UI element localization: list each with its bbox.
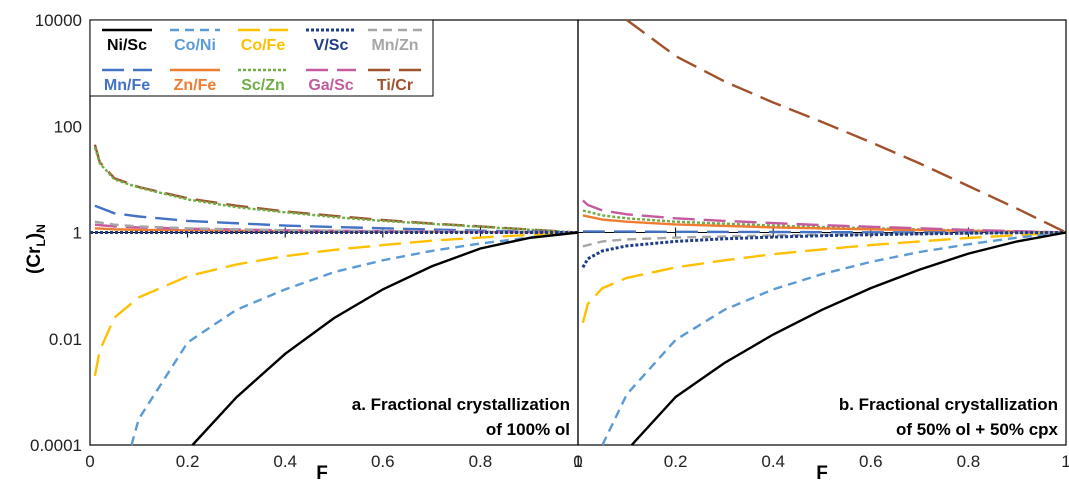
legend-label-sc-zn: Sc/Zn <box>241 77 285 94</box>
x-tick-label: 1 <box>573 452 582 471</box>
y-axis-label-sub2: N <box>34 224 48 233</box>
legend-label-mn-zn: Mn/Zn <box>371 37 418 54</box>
legend-label-zn-fe: Zn/Fe <box>174 77 217 94</box>
series-line-a-co-fe <box>93 231 579 377</box>
x-tick-label: 0.2 <box>664 452 688 471</box>
x-tick-label: 1 <box>1061 452 1069 471</box>
y-tick-label: 1 <box>73 224 82 243</box>
series-line-a-mn-fe <box>94 204 579 234</box>
series-layer <box>90 19 1067 446</box>
series-line-b-v-sc <box>581 231 1067 269</box>
panel-a-label-line1: a. Fractional crystallization <box>352 395 570 414</box>
legend-label-v-sc: V/Sc <box>314 37 349 54</box>
y-tick-label: 100 <box>54 117 82 136</box>
y-axis-label: (CrL)N <box>24 224 48 274</box>
legend-label-ni-sc: Ni/Sc <box>107 37 147 54</box>
x-tick-label: 0.2 <box>176 452 200 471</box>
y-axis: 0.0001 0.01 1 100 10000 <box>30 11 82 455</box>
series-line-b-ga-sc <box>582 199 1067 234</box>
panel-b-label-line1: b. Fractional crystallization <box>839 395 1058 414</box>
panel-b-label-line2: of 50% ol + 50% cpx <box>896 420 1059 439</box>
x-tick-label: 0.4 <box>761 452 785 471</box>
x-tick-label: 0.6 <box>371 452 395 471</box>
series-line-b-mn-fe <box>582 230 1066 234</box>
panel-labels: a. Fractional crystallization of 100% ol… <box>352 395 1059 439</box>
series-line-b-mn-zn <box>582 231 1067 248</box>
series-line-b-ti-cr <box>626 19 1067 234</box>
legend-label-mn-fe: Mn/Fe <box>104 77 150 94</box>
x-tick-label: 0.8 <box>957 452 981 471</box>
y-tick-label: 0.01 <box>49 330 82 349</box>
x-tick-label: 0.8 <box>469 452 493 471</box>
legend-label-ga-sc: Ga/Sc <box>308 77 353 94</box>
legend-label-ti-cr: Ti/Cr <box>377 77 413 94</box>
x-tick-label: 0 <box>573 452 582 471</box>
y-axis-label-main: (Cr <box>24 246 45 274</box>
x-tick-label: 0 <box>85 452 94 471</box>
series-line-a-mn-zn <box>94 220 579 234</box>
x-tick-label: 0.6 <box>859 452 883 471</box>
legend-label-co-fe: Co/Fe <box>241 37 286 54</box>
y-axis-label-close: ) <box>24 233 45 239</box>
x-axis: 0 0.2 0.4 0.6 0.8 10 0.2 0.4 0.6 0.8 1 <box>85 452 1069 471</box>
series-line-a-ni-sc <box>191 231 579 446</box>
series-line-b-zn-fe <box>582 214 1067 234</box>
legend-box <box>89 19 434 97</box>
axis-labels: F F (CrL)N <box>24 224 828 480</box>
y-tick-label: 0.0001 <box>30 436 82 455</box>
series-line-b-ni-sc <box>630 231 1067 446</box>
panel-a-label-line2: of 100% ol <box>486 420 570 439</box>
x-tick-label: 0.4 <box>273 452 297 471</box>
x-axis-label-a: F <box>316 463 328 480</box>
x-axis-label-b: F <box>816 463 828 480</box>
y-axis-label-sub: L <box>34 239 48 246</box>
series-line-a-sc-zn <box>93 147 579 234</box>
legend-label-co-ni: Co/Ni <box>174 37 216 54</box>
series-line-a-zn-fe <box>94 227 579 234</box>
legend: Ni/Sc Co/Ni Co/Fe V/Sc Mn/Zn Mn/Fe Zn/Fe Sc/Zn G… <box>89 19 434 97</box>
series-line-b-co-fe <box>581 231 1067 324</box>
series-line-b-co-ni <box>601 231 1067 446</box>
y-tick-label: 10000 <box>35 11 82 30</box>
